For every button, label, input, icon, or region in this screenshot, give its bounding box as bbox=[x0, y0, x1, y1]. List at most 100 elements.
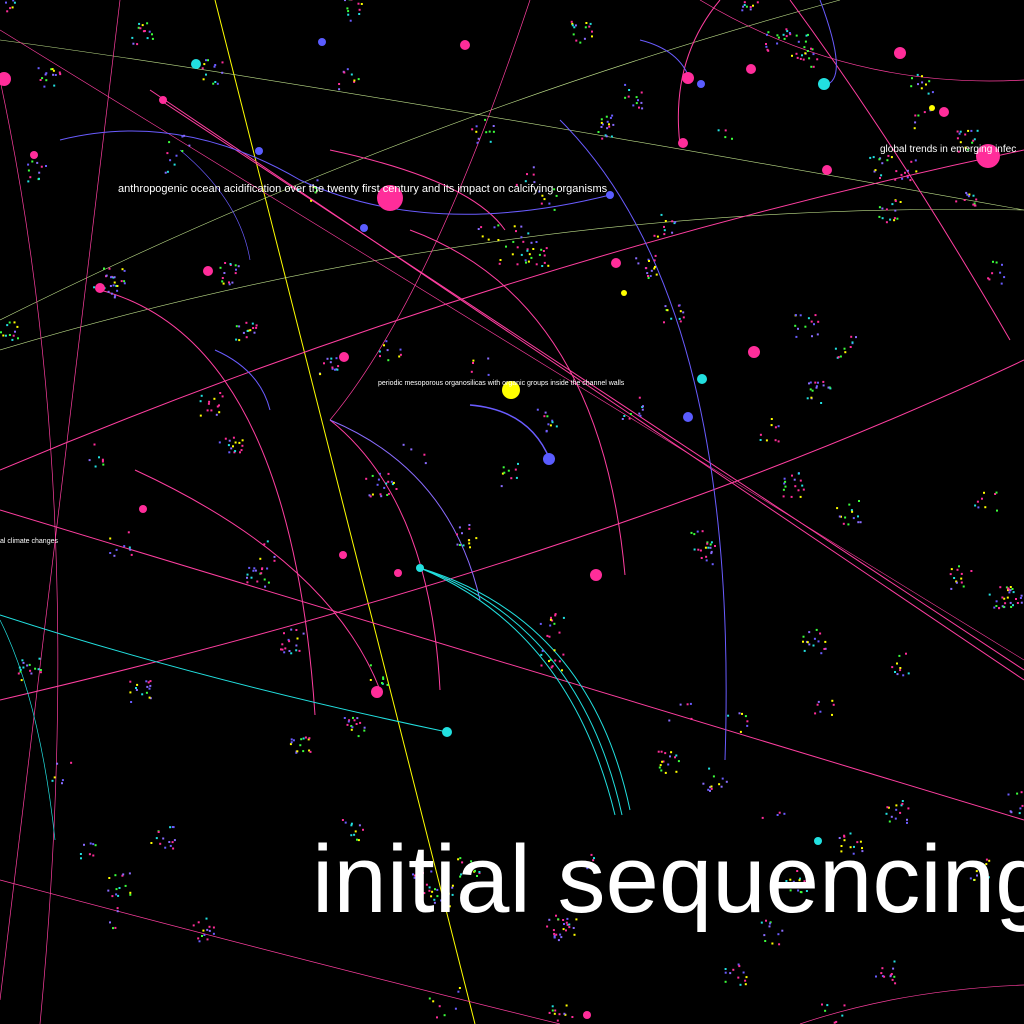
cluster-dot bbox=[655, 273, 658, 276]
cluster-dot bbox=[445, 901, 447, 903]
cluster-dot bbox=[831, 713, 833, 716]
cluster-dot bbox=[741, 9, 744, 12]
node-label: al climate changes bbox=[0, 538, 58, 545]
cluster-dot bbox=[907, 672, 910, 675]
cluster-dot bbox=[1005, 586, 1008, 589]
edge bbox=[0, 79, 59, 1024]
node bbox=[139, 505, 147, 513]
cluster-dot bbox=[296, 637, 299, 640]
cluster-dot bbox=[131, 36, 134, 39]
cluster-dot bbox=[1016, 602, 1019, 604]
cluster-dot bbox=[850, 335, 853, 338]
cluster-dot bbox=[815, 386, 818, 389]
node bbox=[814, 837, 822, 845]
cluster-dot bbox=[682, 311, 685, 314]
cluster-dot bbox=[127, 531, 130, 534]
edge bbox=[159, 99, 1024, 671]
cluster-dot bbox=[353, 833, 356, 836]
cluster-dot bbox=[920, 87, 923, 90]
cluster-dot bbox=[5, 1, 7, 4]
cluster-dot bbox=[470, 370, 473, 373]
cluster-dot bbox=[224, 262, 227, 264]
cluster-dot bbox=[984, 506, 987, 509]
cluster-dot bbox=[363, 729, 366, 732]
cluster-dot bbox=[8, 334, 11, 336]
cluster-dot bbox=[641, 107, 644, 110]
cluster-dot bbox=[627, 95, 630, 98]
cluster-dot bbox=[660, 213, 663, 216]
cluster-dot bbox=[548, 1011, 551, 1014]
cluster-dot bbox=[547, 264, 550, 267]
cluster-dot bbox=[115, 893, 118, 896]
cluster-dot bbox=[771, 942, 774, 945]
cluster-dot bbox=[102, 463, 105, 466]
cluster-dot bbox=[988, 593, 991, 596]
cluster-dot bbox=[612, 123, 615, 126]
cluster-dot bbox=[895, 804, 898, 807]
node bbox=[0, 72, 11, 86]
cluster-dot bbox=[109, 552, 112, 554]
cluster-dot bbox=[338, 88, 341, 91]
cluster-dot bbox=[663, 229, 666, 232]
cluster-dot bbox=[413, 876, 416, 879]
cluster-dot bbox=[481, 235, 484, 238]
cluster-dot bbox=[43, 85, 46, 88]
cluster-dot bbox=[551, 619, 554, 622]
cluster-dot bbox=[739, 730, 742, 733]
cluster-dot bbox=[164, 171, 167, 174]
cluster-dot bbox=[816, 58, 819, 61]
cluster-dot bbox=[353, 79, 356, 82]
cluster-dot bbox=[859, 521, 862, 524]
cluster-dot bbox=[799, 884, 802, 887]
cluster-dot bbox=[568, 923, 571, 926]
cluster-dot bbox=[139, 27, 142, 30]
cluster-dot bbox=[169, 826, 172, 829]
cluster-dot bbox=[17, 672, 20, 675]
cluster-dot bbox=[809, 388, 812, 391]
cluster-dot bbox=[795, 52, 798, 55]
cluster-dot bbox=[228, 283, 231, 286]
cluster-dot bbox=[556, 1019, 559, 1022]
cluster-dot bbox=[812, 53, 815, 56]
cluster-dot bbox=[344, 0, 346, 2]
cluster-dot bbox=[148, 696, 151, 699]
cluster-dot bbox=[611, 114, 614, 117]
cluster-dot bbox=[502, 466, 505, 469]
cluster-dot bbox=[468, 527, 471, 530]
cluster-dot bbox=[817, 640, 820, 643]
cluster-dot bbox=[1007, 793, 1010, 796]
cluster-dot bbox=[113, 296, 116, 299]
cluster-dot bbox=[600, 121, 603, 124]
cluster-dot bbox=[914, 114, 917, 117]
cluster-dot bbox=[203, 63, 206, 66]
cluster-dot bbox=[113, 276, 116, 279]
cluster-dot bbox=[284, 647, 287, 650]
cluster-dot bbox=[13, 321, 16, 324]
cluster-dot bbox=[699, 549, 702, 552]
cluster-dot bbox=[515, 183, 518, 186]
cluster-dot bbox=[436, 1016, 438, 1019]
cluster-dot bbox=[350, 0, 353, 1]
cluster-dot bbox=[337, 365, 340, 368]
cluster-dot bbox=[159, 842, 162, 845]
cluster-dot bbox=[843, 835, 846, 838]
cluster-dot bbox=[336, 368, 339, 371]
cluster-dot bbox=[566, 923, 569, 926]
cluster-dot bbox=[391, 483, 394, 486]
cluster-dot bbox=[346, 7, 349, 10]
cluster-dot bbox=[561, 669, 563, 672]
cluster-dot bbox=[222, 282, 225, 285]
cluster-dot bbox=[896, 673, 899, 676]
cluster-dot bbox=[749, 6, 752, 8]
cluster-dot bbox=[609, 116, 612, 119]
cluster-dot bbox=[738, 965, 741, 968]
cluster-dot bbox=[445, 895, 447, 898]
cluster-dot bbox=[208, 929, 211, 932]
cluster-dot bbox=[329, 361, 332, 364]
cluster-dot bbox=[967, 129, 970, 132]
cluster-dot bbox=[549, 658, 552, 661]
cluster-dot bbox=[696, 530, 699, 533]
cluster-dot bbox=[428, 889, 431, 892]
